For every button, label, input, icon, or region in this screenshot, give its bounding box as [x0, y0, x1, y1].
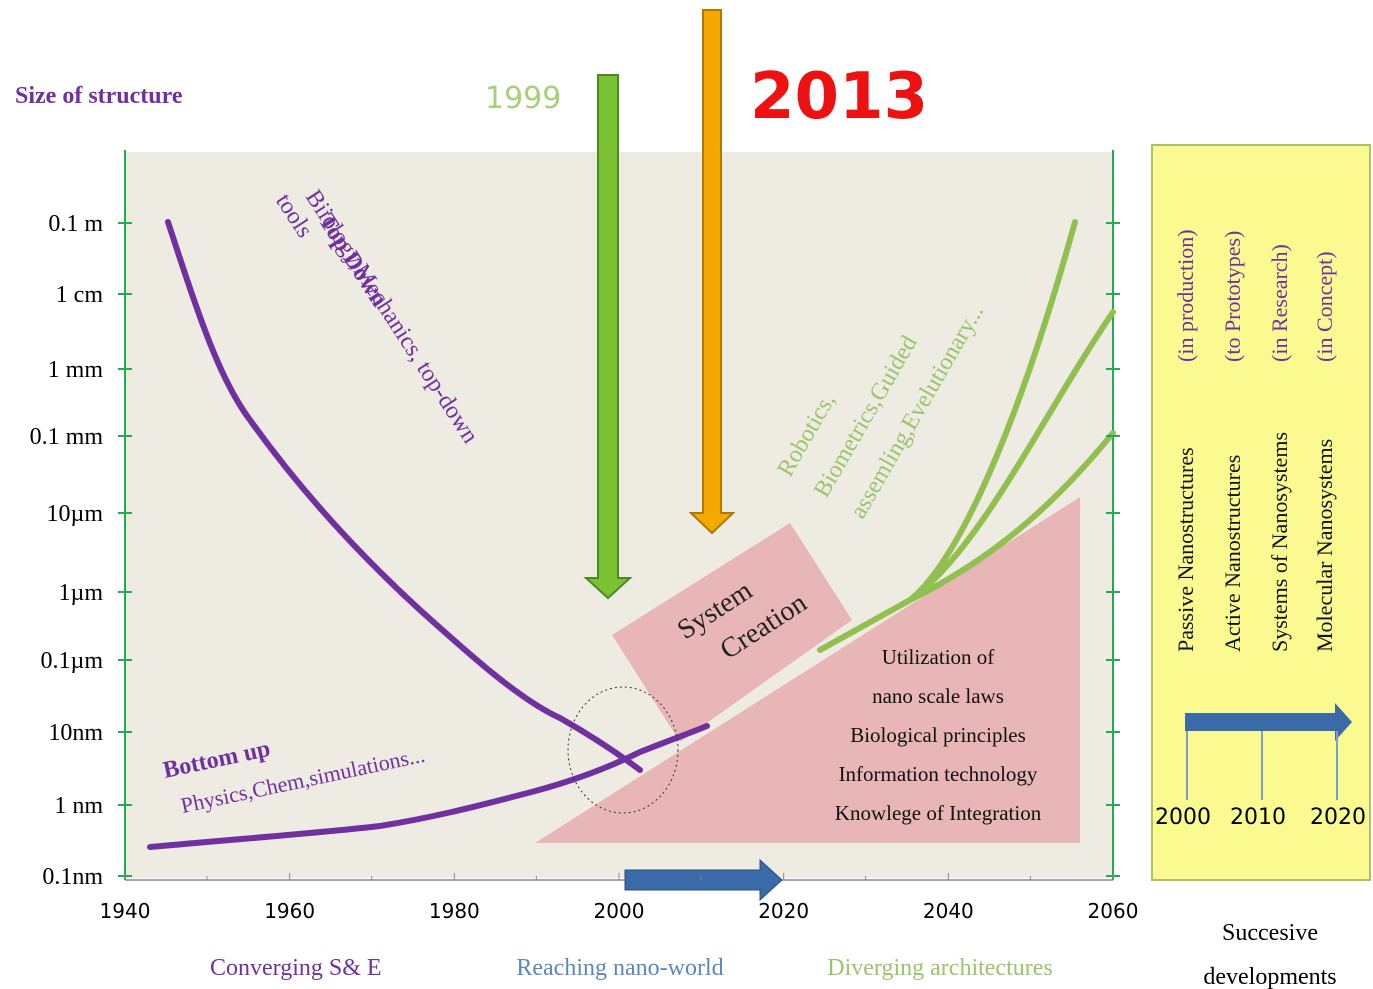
- bottom-up-curve: [147, 723, 710, 850]
- y-axis-title: Size of structure: [15, 83, 183, 109]
- y-tick-label: 1 cm: [56, 282, 104, 308]
- panel-item: Systems of Nanosystems: [1267, 432, 1292, 652]
- y-tick-label: 0.1 m: [48, 211, 103, 237]
- utilization-line: Biological principles: [850, 723, 1026, 747]
- panel-year: 2000: [1155, 805, 1211, 830]
- panel-status: (in Concept): [1312, 251, 1337, 362]
- panel-arrow: [1185, 703, 1352, 741]
- panel-item: Active Nanostructures: [1220, 455, 1245, 652]
- phase-label: Reaching nano-world: [516, 955, 723, 981]
- arrow-2013: [688, 9, 736, 535]
- utilization-line: nano scale laws: [872, 684, 1004, 708]
- panel-year: 2010: [1230, 805, 1286, 830]
- y-tick-label: 1µm: [59, 580, 104, 606]
- x-tick-label: 2000: [594, 899, 645, 923]
- y-tick-label: 0.1 mm: [30, 424, 104, 450]
- panel-item: Molecular Nanosystems: [1312, 439, 1337, 652]
- system-creation-box: [612, 523, 852, 742]
- panel-caption: developments: [1203, 964, 1336, 989]
- marker-label: 1999: [485, 81, 561, 116]
- x-tick-label: 2040: [923, 899, 974, 923]
- arrow-1999: [583, 74, 633, 600]
- y-tick-label: 10nm: [48, 720, 103, 746]
- y-tick-label: 1 nm: [54, 793, 103, 819]
- utilization-line: Knowlege of Integration: [835, 801, 1042, 825]
- nano-arrow: [624, 858, 783, 902]
- x-tick-label: 1940: [100, 899, 151, 923]
- panel-status: (in Research): [1267, 244, 1292, 362]
- utilization-line: Information technology: [839, 762, 1038, 786]
- y-tick-label: 1 mm: [48, 357, 104, 383]
- panel-year: 2020: [1310, 805, 1366, 830]
- intersection-circle: [567, 686, 679, 814]
- x-tick-label: 1960: [264, 899, 315, 923]
- top-down-curve: [165, 219, 643, 773]
- x-tick-label: 2020: [758, 899, 809, 923]
- y-tick-label: 10µm: [47, 501, 104, 527]
- panel-item: Passive Nanostructures: [1173, 447, 1198, 652]
- diverging-curves: [817, 219, 1116, 653]
- utilization-line: Utilization of: [882, 645, 995, 669]
- phase-label: Converging S& E: [210, 955, 382, 981]
- y-tick-label: 0.1nm: [42, 864, 103, 890]
- x-tick-label: 1980: [429, 899, 480, 923]
- marker-label: 2013: [750, 60, 928, 134]
- panel-status: (in production): [1173, 229, 1198, 362]
- panel-status: (to Prototypes): [1220, 231, 1245, 362]
- phase-label: Diverging architectures: [827, 955, 1052, 981]
- panel-caption: Succesive: [1222, 920, 1318, 946]
- y-tick-label: 0.1µm: [41, 648, 104, 674]
- x-tick-label: 2060: [1088, 899, 1139, 923]
